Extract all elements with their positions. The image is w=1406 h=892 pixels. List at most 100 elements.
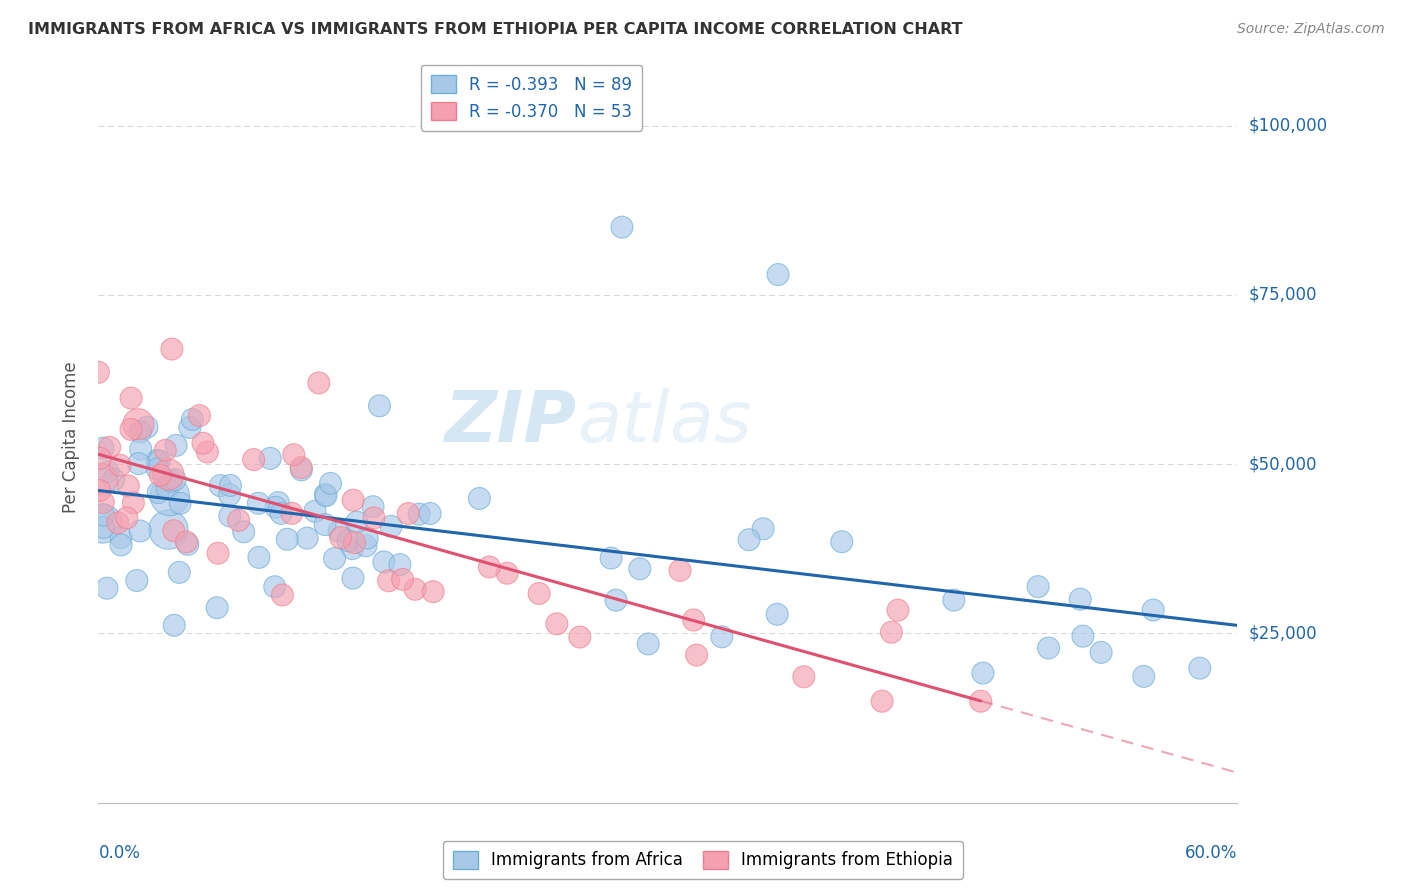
Point: [568, 630, 591, 644]
Point: [337, 533, 360, 548]
Point: [942, 593, 965, 607]
Point: [315, 489, 337, 503]
Point: [328, 524, 350, 538]
Text: $100,000: $100,000: [1249, 117, 1327, 135]
Point: [148, 454, 170, 468]
Point: [527, 586, 550, 600]
Point: [766, 607, 789, 622]
Point: [96, 581, 118, 595]
Point: [91, 472, 114, 486]
Point: [793, 670, 815, 684]
Point: [605, 593, 627, 607]
Point: [228, 513, 250, 527]
Point: [165, 438, 187, 452]
Point: [146, 462, 169, 476]
Point: [110, 538, 132, 552]
Point: [637, 637, 659, 651]
Point: [159, 489, 181, 503]
Point: [391, 573, 413, 587]
Point: [93, 520, 115, 534]
Point: [710, 630, 733, 644]
Point: [669, 563, 692, 577]
Point: [373, 555, 395, 569]
Point: [685, 648, 707, 662]
Legend: R = -0.393   N = 89, R = -0.370   N = 53: R = -0.393 N = 89, R = -0.370 N = 53: [420, 65, 643, 131]
Point: [91, 495, 114, 509]
Point: [176, 535, 198, 549]
Point: [129, 524, 152, 538]
Point: [169, 566, 191, 580]
Y-axis label: Per Capita Income: Per Capita Income: [62, 361, 80, 513]
Point: [752, 522, 775, 536]
Point: [136, 420, 159, 434]
Point: [600, 551, 623, 566]
Point: [107, 516, 129, 530]
Point: [93, 508, 115, 523]
Point: [120, 391, 142, 405]
Point: [546, 616, 568, 631]
Point: [380, 519, 402, 533]
Point: [127, 417, 149, 432]
Point: [283, 448, 305, 462]
Point: [270, 507, 292, 521]
Point: [129, 442, 152, 457]
Point: [148, 485, 170, 500]
Point: [388, 558, 411, 572]
Point: [157, 523, 180, 537]
Text: Source: ZipAtlas.com: Source: ZipAtlas.com: [1237, 22, 1385, 37]
Point: [110, 531, 132, 545]
Point: [207, 546, 229, 560]
Point: [122, 496, 145, 510]
Point: [160, 475, 183, 489]
Point: [368, 399, 391, 413]
Point: [329, 531, 352, 545]
Point: [267, 495, 290, 509]
Point: [887, 603, 910, 617]
Point: [972, 666, 994, 681]
Point: [247, 550, 270, 565]
Text: 0.0%: 0.0%: [98, 845, 141, 863]
Point: [290, 460, 312, 475]
Point: [128, 457, 150, 471]
Text: ZIP: ZIP: [444, 388, 576, 457]
Point: [219, 478, 242, 492]
Point: [880, 625, 903, 640]
Point: [177, 537, 200, 551]
Point: [1188, 661, 1211, 675]
Point: [188, 409, 211, 423]
Point: [181, 412, 204, 426]
Point: [169, 496, 191, 510]
Point: [108, 458, 131, 473]
Point: [259, 451, 281, 466]
Point: [342, 571, 364, 585]
Point: [290, 463, 312, 477]
Point: [232, 524, 254, 539]
Point: [628, 562, 651, 576]
Point: [125, 574, 148, 588]
Point: [422, 584, 444, 599]
Point: [247, 496, 270, 510]
Point: [1038, 640, 1060, 655]
Point: [342, 541, 364, 556]
Point: [120, 422, 142, 436]
Point: [1069, 592, 1091, 607]
Text: atlas: atlas: [576, 388, 751, 457]
Point: [1071, 629, 1094, 643]
Legend: Immigrants from Africa, Immigrants from Ethiopia: Immigrants from Africa, Immigrants from …: [443, 840, 963, 880]
Text: 60.0%: 60.0%: [1185, 845, 1237, 863]
Point: [346, 515, 368, 529]
Point: [91, 441, 114, 455]
Point: [129, 425, 152, 439]
Text: $50,000: $50,000: [1249, 455, 1317, 473]
Point: [314, 487, 336, 501]
Point: [319, 476, 342, 491]
Point: [163, 618, 186, 632]
Point: [263, 580, 285, 594]
Point: [146, 453, 169, 467]
Point: [276, 533, 298, 547]
Point: [242, 452, 264, 467]
Point: [970, 694, 993, 708]
Point: [610, 220, 633, 235]
Point: [354, 539, 377, 553]
Point: [377, 574, 399, 588]
